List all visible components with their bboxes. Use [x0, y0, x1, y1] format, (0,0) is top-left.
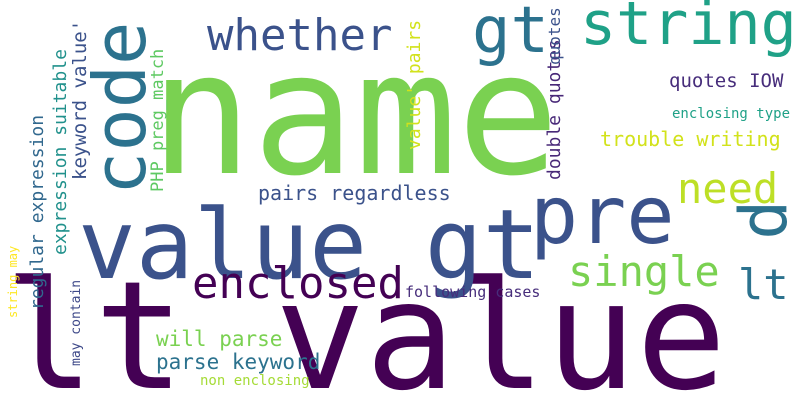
word-trouble-writing: trouble writing — [600, 127, 781, 151]
word-single: single — [568, 247, 720, 296]
word-parse-keyword: parse keyword — [156, 350, 320, 374]
word-enclosed: enclosed — [192, 258, 404, 309]
word-value-pairs: value' pairs — [404, 20, 425, 150]
word-php-preg-match: PHP preg_match — [148, 49, 168, 192]
word-lt: lt — [738, 260, 789, 309]
word-p: p — [734, 200, 800, 240]
word-quotes-iow: quotes IOW — [669, 70, 784, 92]
word-lt-value: lt value — [4, 250, 726, 400]
word-following-cases: following cases — [405, 283, 540, 301]
word-double-quotes: double quotes — [544, 39, 565, 180]
word-string-may: string may — [6, 246, 20, 318]
word-value-gt: value gt — [78, 189, 540, 301]
word-string: string — [580, 0, 797, 59]
word-code: code — [78, 22, 162, 195]
word-regular-expression: regular expression — [27, 115, 48, 310]
word-keyword-value: keyword value' — [69, 20, 91, 180]
word-whether: whether — [207, 10, 392, 61]
word-will-parse: will parse — [156, 327, 282, 351]
word-need: need — [677, 164, 778, 213]
word-pairs-regardless: pairs regardless — [258, 181, 451, 205]
word-name: name — [150, 16, 559, 214]
word-enclosing-type: enclosing type — [672, 106, 790, 122]
word-pre: pre — [530, 169, 675, 262]
word-may-contain: may contain — [69, 280, 84, 366]
word-gt: gt — [472, 0, 549, 68]
word-non-enclosing: non enclosing — [200, 373, 310, 389]
word-expression-suitable: expression suitable — [50, 49, 71, 255]
word-quotes: quotes — [545, 7, 564, 65]
